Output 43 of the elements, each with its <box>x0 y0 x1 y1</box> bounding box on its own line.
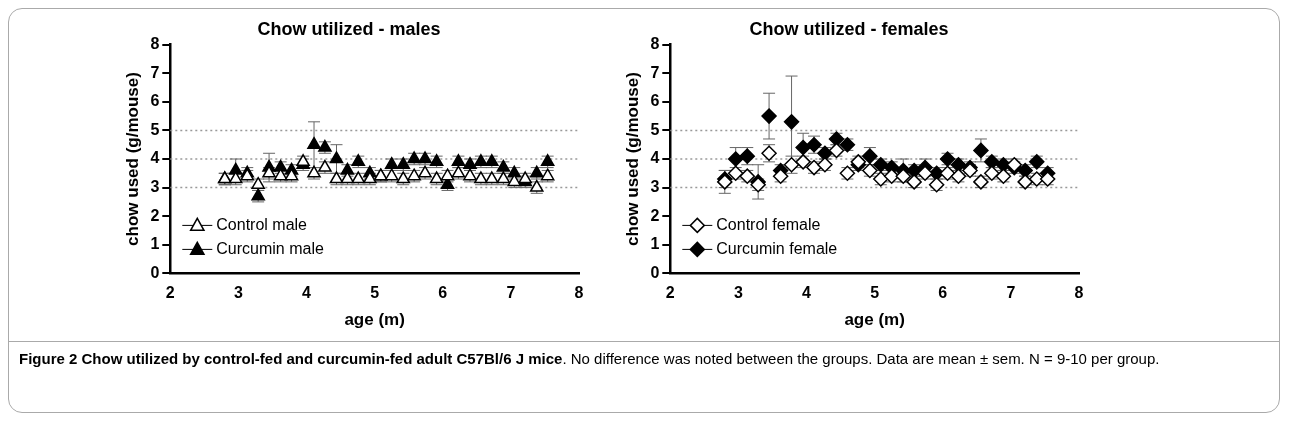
x-tick-label: 8 <box>574 284 584 302</box>
x-tick-label: 8 <box>1074 284 1084 302</box>
x-tick-label: 3 <box>233 284 243 302</box>
y-tick-label: 3 <box>650 178 660 196</box>
x-tick-label: 2 <box>165 284 175 302</box>
y-tick-label: 0 <box>150 263 160 281</box>
legend-label: Curcumin male <box>216 239 324 257</box>
x-tick-label: 4 <box>302 284 312 302</box>
x-tick-label: 7 <box>1006 284 1016 302</box>
x-tick-label: 5 <box>870 284 880 302</box>
x-axis-title: age (m) <box>844 310 905 330</box>
x-tick-label: 4 <box>802 284 812 302</box>
y-tick-label: 4 <box>650 149 660 167</box>
y-tick-label: 6 <box>150 92 160 110</box>
chart-title: Chow utilized - females <box>749 18 949 39</box>
y-tick-label: 1 <box>650 235 660 253</box>
y-tick-label: 7 <box>150 63 160 81</box>
y-axis-title: chow used (g/mouse) <box>122 72 142 246</box>
y-tick-label: 4 <box>150 149 160 167</box>
y-tick-label: 0 <box>650 263 660 281</box>
y-tick-label: 8 <box>150 35 160 53</box>
chart-title: Chow utilized - males <box>257 18 441 39</box>
caption: Figure 2 Chow utilized by control-fed and curcumin-fed adult C57Bl/6 J mice. No difference was noted between the groups. Data are mean ± sem. N = 9-10 per group. <box>19 350 1160 367</box>
x-tick-label: 7 <box>506 284 516 302</box>
y-tick-label: 3 <box>150 178 160 196</box>
y-tick-label: 2 <box>650 206 660 224</box>
legend-label: Control male <box>216 215 308 233</box>
y-tick-label: 1 <box>150 235 160 253</box>
x-tick-label: 2 <box>665 284 675 302</box>
x-tick-label: 3 <box>733 284 743 302</box>
y-tick-label: 7 <box>650 63 660 81</box>
y-tick-label: 5 <box>150 120 160 138</box>
y-axis-title: chow used (g/mouse) <box>622 72 642 246</box>
y-tick-label: 2 <box>150 206 160 224</box>
legend-label: Control female <box>716 215 821 233</box>
legend-label: Curcumin female <box>716 239 838 257</box>
x-tick-label: 5 <box>370 284 380 302</box>
x-axis-title: age (m) <box>344 310 405 330</box>
x-tick-label: 6 <box>438 284 448 302</box>
y-tick-label: 8 <box>650 35 660 53</box>
y-tick-label: 6 <box>650 92 660 110</box>
x-tick-label: 6 <box>938 284 948 302</box>
y-tick-label: 5 <box>650 120 660 138</box>
